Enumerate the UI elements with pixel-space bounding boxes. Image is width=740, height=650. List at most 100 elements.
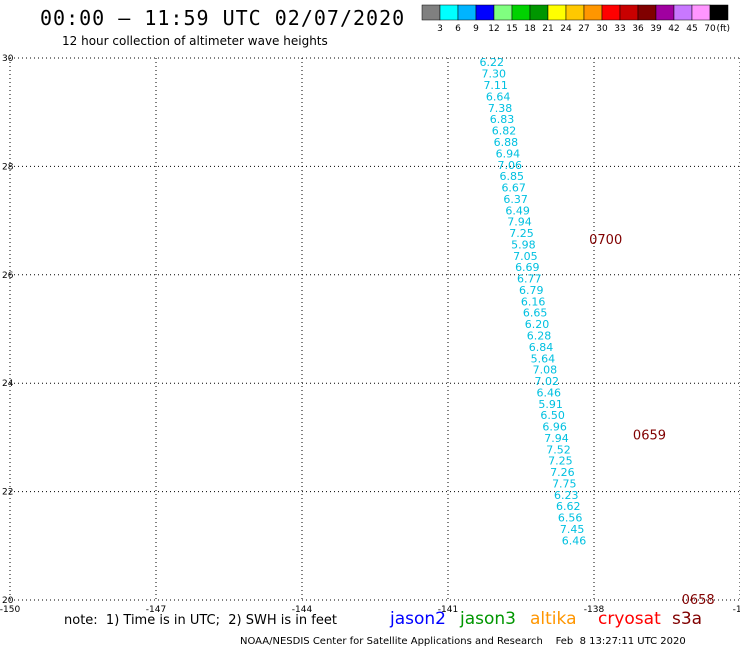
data-label: 6.83	[490, 113, 515, 126]
data-label: 6.94	[496, 147, 521, 160]
data-label: 6.56	[558, 512, 583, 525]
legend-swatch	[421, 4, 441, 21]
credit-footer: NOAA/NESDIS Center for Satellite Applica…	[240, 636, 686, 647]
data-label: 6.49	[505, 204, 530, 217]
satellite-jason2: jason2	[390, 609, 446, 629]
data-label: 7.26	[550, 466, 575, 479]
data-label: 6.37	[503, 193, 528, 206]
legend-swatch	[637, 4, 657, 21]
data-label: 7.52	[546, 443, 571, 456]
data-label: 6.46	[562, 534, 587, 547]
data-label: 7.02	[535, 375, 560, 388]
data-label: 7.38	[488, 102, 513, 115]
data-label: 6.77	[517, 273, 542, 286]
data-label: 6.62	[556, 500, 581, 513]
data-label: 7.05	[513, 250, 538, 263]
y-tick-label: 22	[2, 488, 13, 498]
legend-label: 33	[614, 24, 625, 34]
data-label: 7.75	[552, 477, 577, 490]
data-label: 7.25	[548, 455, 573, 468]
page-title: 00:00 — 11:59 UTC 02/07/2020	[40, 6, 406, 30]
data-label: 6.64	[486, 90, 511, 103]
legend-label: 9	[473, 24, 479, 34]
page-subtitle: 12 hour collection of altimeter wave hei…	[62, 34, 328, 48]
satellite-s3a: s3a	[672, 609, 703, 629]
data-label: 6.23	[554, 489, 579, 502]
x-tick-label: -138	[584, 605, 605, 615]
x-tick-label: -13	[733, 605, 740, 615]
legend-swatch	[565, 4, 585, 21]
x-tick-label: -147	[146, 605, 166, 615]
y-tick-label: 24	[2, 379, 14, 389]
legend-label: 24	[560, 24, 572, 34]
x-tick-label: -150	[0, 605, 20, 615]
data-label: 6.85	[500, 170, 525, 183]
data-label: 7.25	[509, 227, 534, 240]
satellite-cryosat: cryosat	[598, 609, 661, 629]
x-tick-label: -141	[438, 605, 458, 615]
y-tick-label: 28	[2, 162, 14, 172]
x-tick-label: -144	[292, 605, 313, 615]
data-label: 7.94	[507, 216, 532, 229]
data-label: 7.94	[544, 432, 569, 445]
data-label: 6.67	[501, 182, 526, 195]
data-label: 5.64	[531, 352, 556, 365]
legend-unit: (ft)	[716, 24, 730, 34]
legend-swatch	[511, 4, 531, 21]
legend-label: 42	[668, 24, 679, 34]
data-label: 6.79	[519, 284, 544, 297]
legend-label: 18	[524, 24, 536, 34]
data-label: 7.08	[533, 364, 558, 377]
data-label: 6.69	[515, 261, 540, 274]
data-label: 7.06	[498, 159, 523, 172]
time-annotation: 0700	[589, 233, 622, 248]
data-label: 6.88	[494, 136, 519, 149]
legend-label: 36	[632, 24, 644, 34]
legend-swatch	[619, 4, 639, 21]
legend-swatch	[709, 4, 729, 21]
legend-swatch	[529, 4, 549, 21]
data-label: 7.11	[483, 79, 508, 92]
data-label: 6.22	[480, 56, 505, 69]
legend-label: 70	[704, 24, 716, 34]
satellite-jason3: jason3	[460, 609, 516, 629]
legend-label: 45	[686, 24, 697, 34]
legend-swatch	[601, 4, 621, 21]
legend-swatch	[673, 4, 693, 21]
data-label: 5.91	[538, 398, 563, 411]
data-label: 6.96	[542, 421, 567, 434]
y-tick-label: 26	[2, 271, 14, 281]
y-tick-label: 30	[2, 54, 14, 64]
data-label: 7.30	[481, 68, 506, 81]
legend-swatch	[475, 4, 495, 21]
legend-label: 15	[506, 24, 517, 34]
legend-label: 12	[488, 24, 499, 34]
data-label: 5.98	[511, 238, 536, 251]
legend-swatch	[439, 4, 459, 21]
legend-swatch	[457, 4, 477, 21]
data-label: 7.45	[560, 523, 585, 536]
legend-label: 6	[455, 24, 461, 34]
data-label: 6.16	[521, 295, 546, 308]
data-label: 6.28	[527, 330, 552, 343]
data-label: 6.84	[529, 341, 554, 354]
legend-label: 27	[578, 24, 589, 34]
legend-swatch	[583, 4, 603, 21]
legend-label: 3	[437, 24, 443, 34]
legend-label: 39	[650, 24, 662, 34]
data-label: 6.82	[492, 125, 517, 138]
legend-swatch	[655, 4, 675, 21]
data-label: 6.50	[540, 409, 565, 422]
footnote: note: 1) Time is in UTC; 2) SWH is in fe…	[64, 613, 337, 628]
data-label: 6.20	[525, 318, 550, 331]
time-annotation: 0659	[633, 429, 666, 444]
legend-swatch	[493, 4, 513, 21]
y-tick-label: 20	[2, 596, 14, 606]
data-label: 6.46	[536, 386, 561, 399]
legend-label: 21	[542, 24, 553, 34]
legend-swatch	[547, 4, 567, 21]
satellite-altika: altika	[530, 609, 577, 629]
data-label: 6.65	[523, 307, 548, 320]
